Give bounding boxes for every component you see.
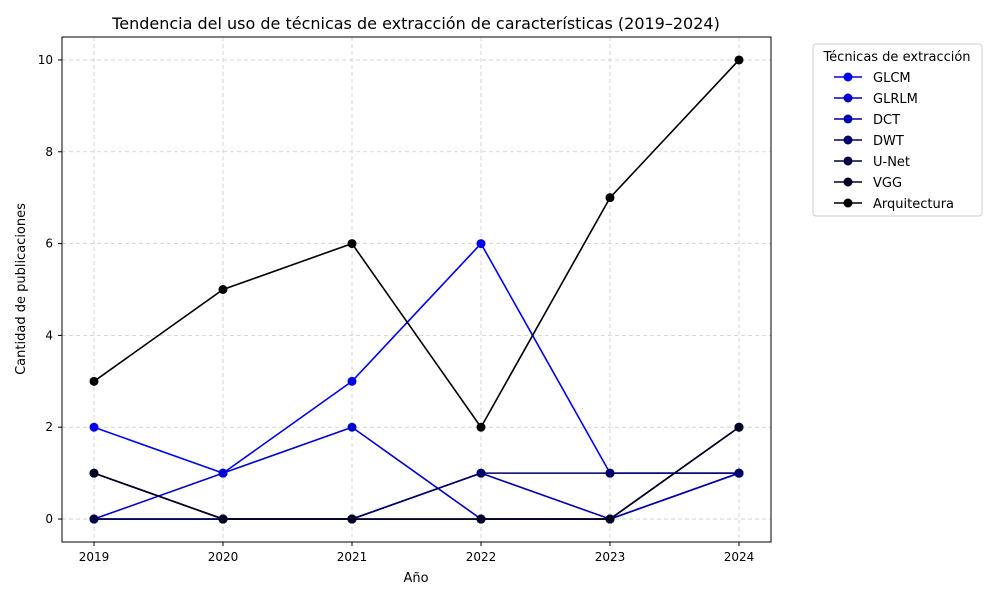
y-tick-label: 8 [45, 145, 53, 159]
legend-item-u-net: U-Net [834, 155, 910, 170]
series-line-vgg [93, 426, 740, 520]
data-point-dwt [476, 468, 486, 478]
data-point-dwt [605, 468, 615, 478]
y-axis-label: Cantidad de publicaciones [14, 203, 29, 375]
y-tick-label: 4 [45, 328, 53, 342]
plot-frame [61, 36, 772, 543]
data-point-dwt [734, 468, 744, 478]
legend-item-glcm: GLCM [834, 71, 911, 86]
legend-item-dwt: DWT [834, 134, 904, 149]
series-line-glcm [93, 242, 739, 475]
data-point-glrlm [218, 468, 228, 478]
legend-item-glrlm: GLRLM [834, 92, 918, 107]
y-tick-label: 6 [45, 237, 53, 251]
series-arquitectura [89, 55, 744, 432]
data-point-arquitectura [734, 55, 744, 65]
data-point-arquitectura [89, 376, 99, 386]
data-point-vgg [218, 514, 228, 524]
data-point-vgg [89, 468, 99, 478]
legend-label: U-Net [873, 155, 910, 170]
legend-marker [843, 177, 853, 187]
legend-title: Técnicas de extracción [822, 50, 970, 65]
data-point-vgg [476, 514, 486, 524]
data-point-glrlm [347, 422, 357, 432]
legend-marker [843, 135, 853, 145]
data-point-vgg [605, 514, 615, 524]
data-point-u-net [89, 514, 99, 524]
series-glcm [89, 239, 744, 478]
legend-label: DCT [873, 113, 900, 128]
data-point-arquitectura [347, 239, 357, 249]
series-vgg [89, 422, 744, 524]
data-point-vgg [734, 422, 744, 432]
data-point-glcm [347, 376, 357, 386]
x-tick-label: 2023 [595, 550, 626, 564]
series-line-arquitectura [93, 59, 740, 429]
legend-box [812, 43, 983, 217]
legend-marker [843, 198, 853, 208]
data-point-vgg [347, 514, 357, 524]
legend-label: Arquitectura [873, 197, 954, 212]
legend-label: GLCM [873, 71, 911, 86]
data-point-arquitectura [605, 193, 615, 203]
y-tick-label: 0 [45, 512, 53, 526]
legend-marker [843, 93, 853, 103]
legend-marker [843, 72, 853, 82]
x-axis-label: Año [403, 571, 428, 586]
series-dwt [89, 468, 744, 524]
x-tick-label: 2019 [79, 550, 110, 564]
chart-title: Tendencia del uso de técnicas de extracc… [111, 14, 720, 33]
series-group [89, 55, 744, 524]
legend-label: GLRLM [873, 92, 918, 107]
grid-lines [62, 37, 771, 542]
legend-item-arquitectura: Arquitectura [834, 197, 954, 212]
x-tick-label: 2024 [724, 550, 755, 564]
legend-item-dct: DCT [834, 113, 900, 128]
legend-marker [843, 114, 853, 124]
legend-label: DWT [873, 134, 904, 149]
legend-item-vgg: VGG [834, 176, 902, 191]
x-tick-label: 2020 [208, 550, 239, 564]
data-point-arquitectura [218, 285, 228, 294]
data-point-arquitectura [476, 422, 486, 432]
legend-label: VGG [873, 176, 902, 191]
data-point-glcm [89, 422, 99, 432]
y-tick-label: 2 [45, 420, 53, 434]
legend: Técnicas de extracción GLCM GLRLM DCT DWT U-… [812, 43, 983, 217]
y-tick-label: 10 [38, 53, 53, 67]
axis-ticks: 2019 2020 2021 2022 2023 2024 0 2 4 6 8 10 [38, 53, 755, 564]
x-tick-label: 2021 [337, 550, 368, 564]
legend-marker [843, 156, 853, 166]
data-point-glcm [476, 239, 486, 249]
x-tick-label: 2022 [466, 550, 497, 564]
